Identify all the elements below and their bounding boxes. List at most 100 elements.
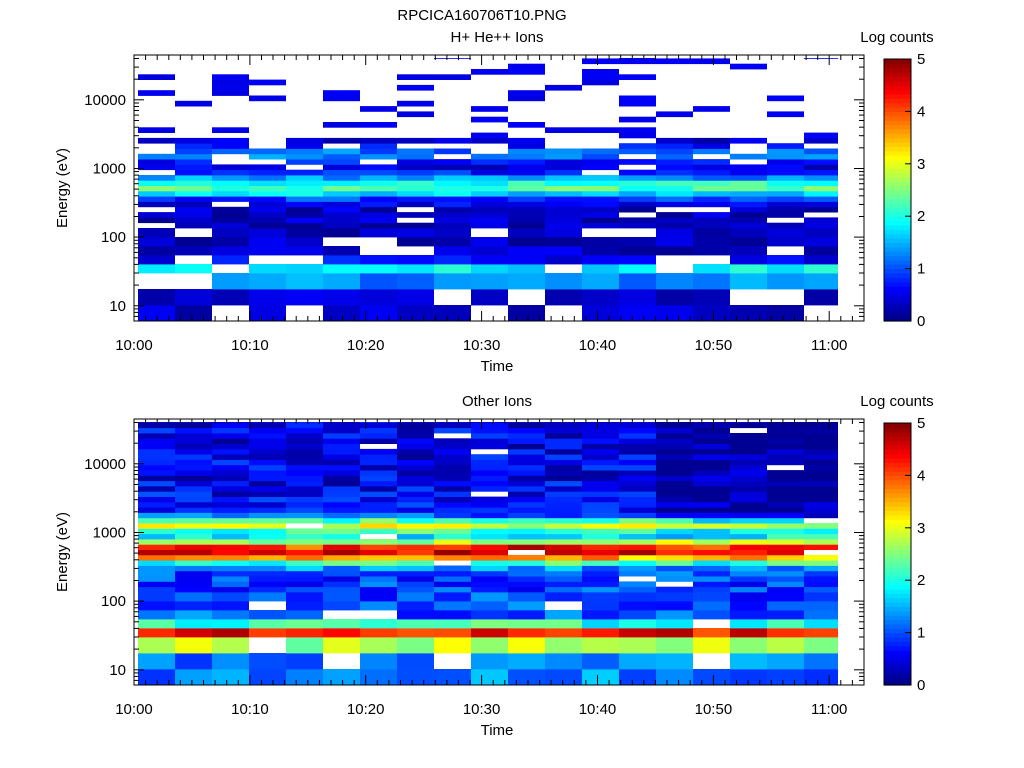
heatmap-cell — [582, 576, 619, 582]
heatmap-cell — [508, 586, 545, 593]
colorbar-segment — [884, 155, 911, 161]
heatmap-cell — [471, 222, 508, 229]
heatmap-cell — [323, 470, 360, 476]
heatmap-cell — [619, 486, 656, 492]
heatmap-cell — [508, 533, 545, 540]
heatmap-cell — [693, 201, 730, 208]
colorbar-segment — [884, 128, 911, 134]
heatmap-cell — [619, 480, 656, 487]
heatmap-cell — [212, 544, 249, 550]
colorbar-segment — [884, 514, 911, 520]
heatmap-cell — [693, 159, 730, 165]
heatmap-cell — [434, 576, 471, 582]
x-tick-label: 10:00 — [115, 337, 153, 354]
heatmap-cell — [545, 512, 582, 519]
heatmap-cell — [545, 448, 582, 455]
heatmap-cell — [175, 601, 212, 611]
heatmap-cell — [434, 544, 471, 550]
heatmap-cell — [175, 217, 212, 224]
heatmap-cell — [360, 175, 397, 181]
heatmap-cell — [804, 169, 838, 176]
heatmap-cell — [582, 159, 619, 165]
colorbar-segment — [884, 484, 911, 490]
colorbar-segment — [884, 259, 911, 265]
colorbar-segment — [884, 141, 911, 147]
colorbar-segment — [884, 76, 911, 82]
heatmap-cell — [138, 637, 175, 654]
heatmap-cell — [286, 422, 323, 429]
heatmap-cell — [767, 637, 804, 654]
heatmap-cell — [286, 507, 323, 513]
heatmap-cell — [656, 305, 693, 322]
heatmap-cell — [693, 196, 730, 202]
heatmap-cell — [397, 576, 434, 582]
heatmap-cell — [508, 619, 545, 629]
heatmap-cell — [730, 512, 767, 519]
heatmap-cell — [582, 470, 619, 476]
heatmap-cell — [582, 448, 619, 455]
heatmap-cell — [323, 539, 360, 545]
heatmap-cell — [323, 601, 360, 611]
heatmap-cell — [804, 486, 838, 492]
heatmap-cell — [286, 570, 323, 577]
heatmap-cell — [212, 422, 249, 429]
heatmap-cell — [804, 255, 838, 265]
x-tick-label: 10:00 — [115, 701, 153, 718]
heatmap-cell — [730, 517, 767, 524]
heatmap-cell — [471, 581, 508, 588]
colorbar-segment — [884, 510, 911, 516]
heatmap-cell — [730, 206, 767, 213]
heatmap-cell — [434, 180, 471, 186]
heatmap-cell — [804, 544, 838, 550]
heatmap-cell — [323, 222, 360, 229]
heatmap-cell — [508, 539, 545, 545]
y-tick-label: 100 — [101, 593, 126, 610]
heatmap-cell — [582, 164, 619, 171]
heatmap-cell — [397, 190, 434, 197]
heatmap-cell — [138, 544, 175, 550]
heatmap-cell — [804, 289, 838, 306]
y-axis-label: Energy (eV) — [54, 148, 71, 228]
heatmap-cell — [656, 528, 693, 535]
heatmap-cell — [730, 570, 767, 577]
heatmap-cell — [434, 581, 471, 588]
colorbar-segment — [884, 436, 911, 442]
heatmap-cell — [545, 653, 582, 670]
heatmap-cell — [804, 264, 838, 274]
heatmap-cell — [545, 289, 582, 306]
heatmap-cell — [656, 196, 693, 202]
heatmap-cell — [471, 592, 508, 602]
heatmap-cell — [249, 443, 286, 450]
heatmap-cell — [397, 507, 434, 513]
heatmap-cell — [175, 637, 212, 654]
heatmap-cell — [619, 148, 656, 155]
heatmap-cell — [693, 143, 730, 149]
heatmap-cell — [656, 496, 693, 503]
heatmap-cell — [582, 628, 619, 638]
heatmap-cell — [804, 496, 838, 503]
colorbar-tick-label: 4 — [917, 103, 925, 120]
heatmap-cell — [656, 570, 693, 577]
heatmap-cell — [767, 475, 804, 482]
heatmap-cell — [619, 619, 656, 629]
heatmap-cell — [249, 175, 286, 181]
heatmap-cell — [545, 592, 582, 602]
heatmap-cell — [508, 507, 545, 513]
heatmap-cell — [619, 169, 656, 176]
colorbar-segment — [884, 610, 911, 616]
heatmap-cell — [249, 517, 286, 524]
heatmap-cell — [545, 581, 582, 588]
heatmap-cell — [730, 653, 767, 670]
heatmap-cell — [545, 222, 582, 229]
heatmap-cell — [471, 517, 508, 524]
heatmap-cell — [545, 201, 582, 208]
heatmap-cell — [804, 619, 838, 629]
heatmap-cell — [397, 570, 434, 577]
heatmap-cell — [212, 79, 249, 86]
heatmap-cell — [286, 217, 323, 224]
heatmap-cell — [323, 454, 360, 460]
heatmap-cell — [693, 586, 730, 593]
heatmap-cell — [582, 69, 619, 75]
heatmap-cell — [360, 464, 397, 471]
heatmap-cell — [730, 539, 767, 545]
